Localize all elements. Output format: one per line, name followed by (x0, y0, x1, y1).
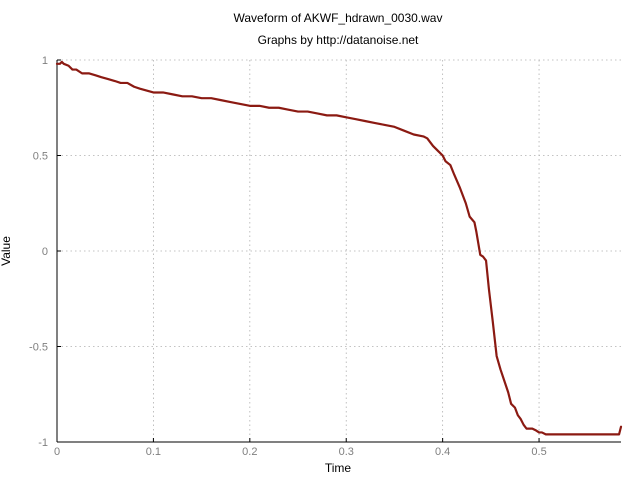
y-tick-label: 0.5 (33, 151, 48, 163)
gridlines (57, 59, 621, 443)
x-tick-label: 0.4 (435, 446, 450, 458)
x-axis-label: Time (325, 461, 352, 475)
x-tick-label: 0.2 (242, 446, 257, 458)
y-tick-labels: 1 0.5 0 -0.5 -1 (29, 55, 48, 449)
y-tick-label: -0.5 (29, 342, 48, 354)
chart-subtitle: Graphs by http://datanoise.net (258, 33, 419, 47)
x-tick-label: 0.3 (339, 446, 354, 458)
series-layer (55, 60, 623, 436)
y-tick-label: 0 (42, 246, 48, 258)
waveform-series-line (55, 60, 623, 436)
y-tick-label: -1 (38, 437, 48, 449)
y-tick-label: 1 (42, 55, 48, 67)
x-tick-label: 0 (54, 446, 60, 458)
y-axis-label: Value (0, 236, 13, 266)
plot-frame (56, 59, 621, 443)
x-tick-label: 0.1 (146, 446, 161, 458)
x-tick-labels: 0 0.1 0.2 0.3 0.4 0.5 (54, 446, 547, 458)
x-tick-label: 0.5 (531, 446, 546, 458)
chart-title: Waveform of AKWF_hdrawn_0030.wav (234, 11, 443, 25)
